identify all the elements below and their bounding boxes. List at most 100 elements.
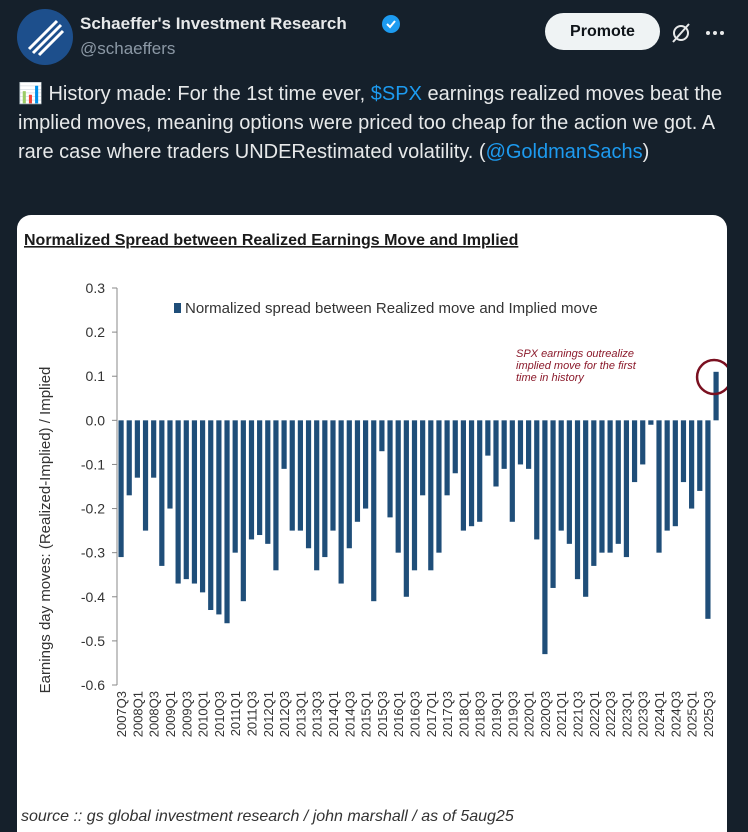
bar bbox=[599, 420, 605, 553]
x-tick-label: 2021Q3 bbox=[571, 691, 586, 737]
bar bbox=[216, 420, 222, 615]
bar bbox=[191, 420, 198, 584]
y-tick-label: 0.2 bbox=[86, 324, 106, 340]
bar bbox=[534, 420, 540, 540]
x-tick-label: 2012Q3 bbox=[277, 691, 292, 737]
bar bbox=[240, 420, 246, 602]
x-tick-label: 2014Q1 bbox=[326, 691, 341, 737]
bar bbox=[297, 420, 303, 531]
author-name[interactable]: Schaeffer's Investment Research bbox=[80, 14, 347, 33]
bar bbox=[607, 420, 613, 553]
x-tick-label: 2008Q1 bbox=[130, 691, 145, 737]
x-tick-label: 2010Q1 bbox=[196, 691, 211, 737]
highlight-circle bbox=[695, 358, 727, 396]
bar bbox=[566, 420, 572, 544]
bar bbox=[648, 420, 654, 425]
x-tick-label: 2009Q1 bbox=[163, 691, 178, 737]
verified-badge bbox=[382, 15, 400, 33]
bar bbox=[322, 420, 328, 558]
bar bbox=[444, 420, 450, 496]
bar bbox=[289, 420, 295, 531]
tweet-text-part: earnings realized moves beat the implied… bbox=[18, 83, 723, 163]
bar bbox=[167, 420, 173, 509]
bar bbox=[387, 420, 393, 518]
y-tick-label: -0.6 bbox=[81, 677, 105, 693]
tweet-link[interactable]: $SPX bbox=[370, 83, 422, 105]
x-tick-label: 2025Q3 bbox=[701, 691, 716, 737]
bar bbox=[501, 420, 507, 469]
bar bbox=[208, 420, 214, 611]
y-tick-label: -0.1 bbox=[81, 456, 105, 472]
x-tick-label: 2009Q3 bbox=[179, 691, 194, 737]
author-handle[interactable]: @schaeffers bbox=[80, 39, 176, 58]
bar bbox=[338, 420, 344, 584]
bar bbox=[126, 420, 132, 496]
bar bbox=[232, 420, 238, 553]
x-tick-label: 2011Q3 bbox=[244, 691, 259, 736]
bar bbox=[493, 420, 499, 487]
bar bbox=[631, 420, 638, 483]
x-tick-label: 2024Q3 bbox=[668, 691, 683, 737]
bar bbox=[640, 420, 646, 465]
y-axis-label: Earnings day moves: (Realized-Implied) /… bbox=[37, 367, 54, 694]
annotation: implied move for the first bbox=[516, 360, 637, 372]
bar bbox=[142, 420, 149, 531]
bar bbox=[411, 420, 418, 571]
x-tick-label: 2014Q3 bbox=[342, 691, 357, 737]
bar bbox=[542, 420, 548, 655]
chart: Normalized Spread between Realized Earni… bbox=[21, 232, 727, 825]
bar bbox=[428, 420, 434, 571]
bar bbox=[713, 371, 719, 421]
bar bbox=[697, 420, 703, 491]
bar bbox=[623, 420, 630, 558]
x-tick-label: 2013Q1 bbox=[293, 691, 308, 737]
chart-image: Normalized Spread between Realized Earni… bbox=[17, 215, 727, 832]
bar bbox=[371, 420, 377, 602]
x-tick-label: 2020Q3 bbox=[538, 691, 553, 737]
bar bbox=[664, 420, 670, 531]
bar bbox=[583, 420, 589, 597]
chart-title: Normalized Spread between Realized Earni… bbox=[24, 232, 518, 249]
tweet-link[interactable]: @GoldmanSachs bbox=[485, 141, 643, 163]
promote-button[interactable]: Promote bbox=[545, 13, 660, 50]
x-tick-label: 2022Q1 bbox=[587, 691, 602, 737]
bar bbox=[134, 420, 140, 478]
bar bbox=[558, 420, 564, 531]
bar bbox=[395, 420, 401, 553]
bar bbox=[485, 420, 491, 456]
bar bbox=[574, 420, 581, 580]
bar bbox=[199, 420, 206, 593]
bar bbox=[314, 420, 320, 571]
x-tick-label: 2008Q3 bbox=[147, 691, 162, 737]
avatar[interactable] bbox=[17, 9, 73, 65]
bar bbox=[680, 420, 687, 483]
x-tick-label: 2010Q3 bbox=[212, 691, 227, 737]
x-tick-label: 2016Q3 bbox=[408, 691, 423, 737]
bar bbox=[248, 420, 255, 540]
bar bbox=[550, 420, 556, 588]
annotation: time in history bbox=[516, 372, 585, 384]
x-tick-label: 2022Q3 bbox=[603, 691, 618, 737]
tweet-text: 📊 History made: For the 1st time ever, $… bbox=[18, 80, 730, 167]
x-tick-label: 2023Q1 bbox=[619, 691, 634, 737]
x-tick-label: 2007Q3 bbox=[114, 691, 129, 737]
tweet-icons[interactable] bbox=[670, 20, 730, 46]
tweet-text-part: ) bbox=[642, 141, 650, 163]
bar bbox=[159, 420, 165, 566]
bar bbox=[526, 420, 532, 469]
y-tick-label: 0.1 bbox=[86, 368, 106, 384]
x-tick-label: 2019Q1 bbox=[489, 691, 504, 737]
bar bbox=[118, 420, 124, 558]
bar bbox=[615, 420, 621, 544]
bar bbox=[281, 420, 287, 469]
bar bbox=[656, 420, 662, 553]
bar bbox=[224, 420, 230, 624]
bar bbox=[151, 420, 157, 478]
x-tick-label: 2011Q1 bbox=[228, 691, 243, 736]
x-tick-label: 2023Q3 bbox=[636, 691, 651, 737]
bar bbox=[672, 420, 678, 527]
x-tick-label: 2021Q1 bbox=[554, 691, 569, 737]
bar bbox=[330, 420, 336, 531]
x-tick-label: 2018Q1 bbox=[456, 691, 471, 737]
bar bbox=[591, 420, 597, 566]
